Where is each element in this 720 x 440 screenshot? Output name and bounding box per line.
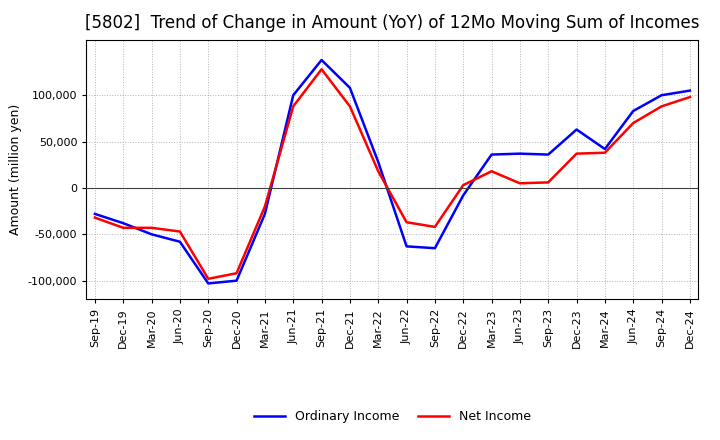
Net Income bbox=[402, 220, 411, 225]
Ordinary Income bbox=[544, 152, 552, 157]
Net Income bbox=[600, 150, 609, 155]
Net Income bbox=[91, 215, 99, 220]
Net Income bbox=[289, 104, 297, 109]
Ordinary Income bbox=[233, 278, 241, 283]
Ordinary Income bbox=[204, 281, 212, 286]
Ordinary Income bbox=[374, 159, 382, 165]
Net Income bbox=[459, 183, 467, 188]
Net Income bbox=[346, 104, 354, 109]
Net Income bbox=[572, 151, 581, 156]
Ordinary Income bbox=[629, 108, 637, 114]
Ordinary Income bbox=[318, 57, 326, 62]
Ordinary Income bbox=[572, 127, 581, 132]
Ordinary Income bbox=[148, 231, 156, 237]
Title: [5802]  Trend of Change in Amount (YoY) of 12Mo Moving Sum of Incomes: [5802] Trend of Change in Amount (YoY) o… bbox=[85, 15, 700, 33]
Line: Ordinary Income: Ordinary Income bbox=[95, 60, 690, 283]
Ordinary Income bbox=[402, 244, 411, 249]
Net Income bbox=[119, 225, 127, 231]
Ordinary Income bbox=[431, 246, 439, 251]
Net Income bbox=[544, 180, 552, 185]
Net Income bbox=[318, 66, 326, 72]
Ordinary Income bbox=[459, 193, 467, 198]
Line: Net Income: Net Income bbox=[95, 69, 690, 279]
Net Income bbox=[374, 169, 382, 174]
Net Income bbox=[204, 276, 212, 282]
Net Income bbox=[431, 224, 439, 230]
Ordinary Income bbox=[600, 147, 609, 152]
Ordinary Income bbox=[487, 152, 496, 157]
Net Income bbox=[148, 225, 156, 231]
Net Income bbox=[685, 95, 694, 100]
Net Income bbox=[487, 169, 496, 174]
Net Income bbox=[657, 104, 666, 109]
Ordinary Income bbox=[516, 151, 524, 156]
Ordinary Income bbox=[346, 85, 354, 91]
Ordinary Income bbox=[657, 92, 666, 98]
Ordinary Income bbox=[176, 239, 184, 244]
Ordinary Income bbox=[261, 211, 269, 216]
Legend: Ordinary Income, Net Income: Ordinary Income, Net Income bbox=[248, 405, 536, 428]
Net Income bbox=[516, 181, 524, 186]
Net Income bbox=[629, 121, 637, 126]
Ordinary Income bbox=[119, 220, 127, 226]
Ordinary Income bbox=[289, 92, 297, 98]
Net Income bbox=[261, 204, 269, 209]
Y-axis label: Amount (million yen): Amount (million yen) bbox=[9, 104, 22, 235]
Ordinary Income bbox=[91, 211, 99, 216]
Ordinary Income bbox=[685, 88, 694, 93]
Net Income bbox=[233, 271, 241, 276]
Net Income bbox=[176, 229, 184, 234]
